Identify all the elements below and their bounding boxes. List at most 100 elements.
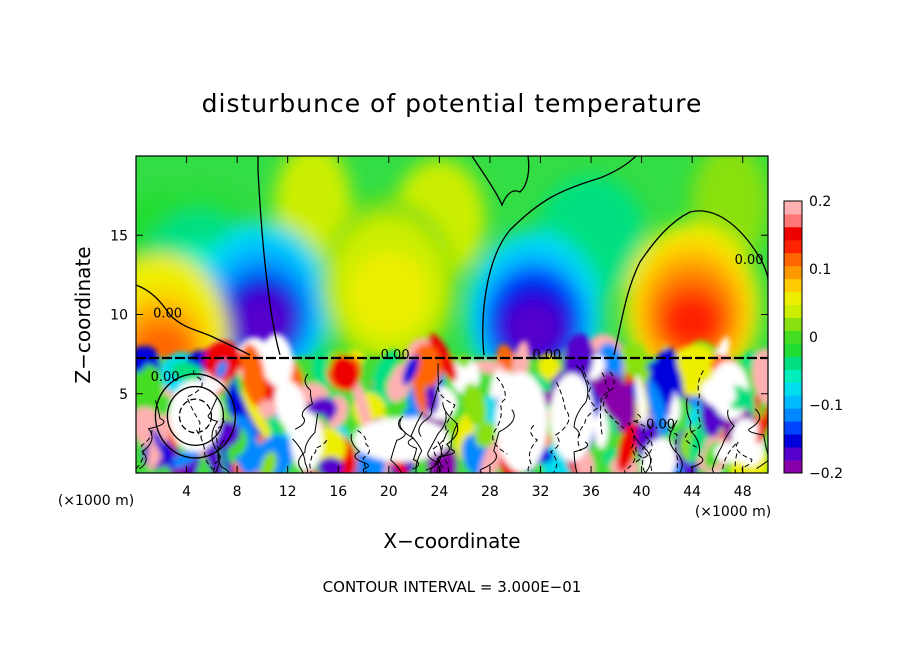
turbulent-contour bbox=[432, 379, 456, 468]
turbulent-contour bbox=[309, 439, 328, 473]
colorbar-swatch bbox=[784, 356, 802, 370]
turbulent-contour bbox=[686, 398, 704, 468]
turbulent-contour bbox=[573, 365, 589, 437]
turbulent-patch bbox=[167, 449, 200, 470]
turbulent-patch bbox=[151, 428, 175, 469]
turbulent-patch bbox=[402, 355, 419, 386]
x-tick-label: 28 bbox=[481, 484, 499, 500]
turbulent-patch bbox=[259, 451, 277, 473]
x-tick-label: 40 bbox=[633, 484, 651, 500]
turbulent-patch bbox=[352, 377, 373, 436]
colorbar-swatch bbox=[784, 460, 802, 474]
turbulent-contour bbox=[430, 422, 459, 473]
turbulent-contour bbox=[577, 364, 599, 452]
lower-turbulent-field bbox=[136, 333, 768, 473]
colorbar-swatch bbox=[784, 239, 802, 254]
turbulent-patch bbox=[412, 367, 427, 415]
contour-zero-east bbox=[613, 210, 768, 356]
turbulent-patch bbox=[424, 382, 440, 415]
turbulent-patch bbox=[136, 345, 148, 373]
colorbar-tick-label: 0.2 bbox=[809, 194, 831, 210]
colorbar-swatch bbox=[784, 265, 802, 280]
contour-label: 0.00 bbox=[153, 307, 182, 322]
y-tick-label: 5 bbox=[119, 387, 128, 403]
vortex-contour bbox=[166, 385, 225, 446]
turbulent-patch bbox=[462, 383, 487, 427]
white-core bbox=[353, 417, 450, 462]
turbulent-patch bbox=[641, 438, 677, 473]
turbulent-contour bbox=[573, 441, 589, 473]
turbulent-contour bbox=[350, 433, 370, 473]
turbulent-contour bbox=[633, 434, 652, 473]
y-axis-ticks: 5 10 15 bbox=[110, 228, 768, 403]
colorbar-swatch bbox=[784, 447, 802, 461]
contour-label: 0.00 bbox=[532, 348, 561, 363]
turbulent-contour bbox=[217, 439, 230, 473]
x-tick-label: 8 bbox=[233, 484, 242, 500]
turbulent-patch bbox=[372, 349, 398, 390]
turbulent-patch bbox=[330, 355, 359, 392]
colorbar-tick-label: −0.1 bbox=[809, 398, 843, 414]
contour-interval-note: CONTOUR INTERVAL = 3.000E−01 bbox=[323, 578, 582, 596]
turbulent-contour bbox=[139, 400, 165, 470]
turbulent-patch bbox=[136, 364, 164, 422]
colorbar-swatch bbox=[784, 201, 802, 215]
x-tick-label: 16 bbox=[329, 484, 347, 500]
turbulent-patch bbox=[261, 333, 294, 387]
turbulent-contour bbox=[633, 420, 653, 465]
turbulent-contour bbox=[601, 372, 625, 429]
turbulent-patch bbox=[538, 353, 560, 379]
turbulent-contour bbox=[207, 397, 220, 473]
contour-label: 0.00 bbox=[151, 370, 180, 385]
turbulent-patch bbox=[700, 378, 736, 408]
contour-label: 0.00 bbox=[381, 348, 410, 363]
turbulent-contour bbox=[136, 430, 153, 470]
anomaly-blob bbox=[359, 269, 419, 326]
contour-zero-north bbox=[471, 156, 530, 207]
colorbar-swatch bbox=[784, 434, 802, 448]
x-unit-left: (×1000 m) bbox=[58, 493, 134, 509]
x-tick-label: 24 bbox=[430, 484, 448, 500]
colorbar-swatch bbox=[784, 226, 802, 241]
y-tick-label: 15 bbox=[110, 228, 128, 244]
turbulent-contour bbox=[418, 363, 440, 437]
turbulent-contour bbox=[664, 421, 679, 473]
white-core bbox=[169, 379, 222, 452]
colorbar-swatch bbox=[784, 421, 802, 435]
turbulent-contour bbox=[549, 381, 570, 473]
anomaly-blob bbox=[504, 300, 564, 357]
x-axis-ticks: 4 8 12 16 20 24 28 32 36 40 44 48 bbox=[182, 156, 752, 500]
turbulent-contour bbox=[527, 424, 539, 473]
turbulent-patch bbox=[562, 333, 594, 385]
white-core bbox=[550, 373, 595, 462]
colorbar-swatch bbox=[784, 213, 802, 228]
turbulent-patch bbox=[616, 420, 639, 473]
x-tick-label: 36 bbox=[582, 484, 600, 500]
colorbar-swatch bbox=[784, 317, 802, 331]
white-core bbox=[714, 442, 747, 463]
turbulent-contour bbox=[410, 411, 424, 473]
turbulent-patch bbox=[412, 343, 442, 387]
turbulent-contour bbox=[635, 446, 647, 473]
anomaly-blob bbox=[662, 292, 722, 349]
turbulent-contour bbox=[298, 413, 319, 473]
x-tick-label: 20 bbox=[380, 484, 398, 500]
contour-zero-west bbox=[136, 156, 281, 356]
turbulent-contour bbox=[492, 376, 508, 455]
plot-area bbox=[136, 156, 768, 473]
colorbar-swatch bbox=[784, 304, 802, 318]
turbulent-contour bbox=[436, 441, 442, 473]
x-tick-label: 44 bbox=[683, 484, 701, 500]
turbulent-patch bbox=[215, 359, 228, 379]
turbulent-contour bbox=[390, 415, 406, 473]
colorbar-tick-label: 0.1 bbox=[809, 262, 831, 278]
contour-label: 0.00 bbox=[735, 253, 764, 268]
turbulent-contour bbox=[748, 408, 768, 470]
turbulent-contour bbox=[436, 402, 459, 473]
lower-base bbox=[136, 333, 768, 473]
turbulent-patch bbox=[258, 399, 277, 418]
colorbar-swatch bbox=[784, 252, 802, 267]
x-tick-label: 12 bbox=[279, 484, 297, 500]
x-tick-label: 32 bbox=[532, 484, 550, 500]
turbulent-contour bbox=[425, 411, 447, 471]
